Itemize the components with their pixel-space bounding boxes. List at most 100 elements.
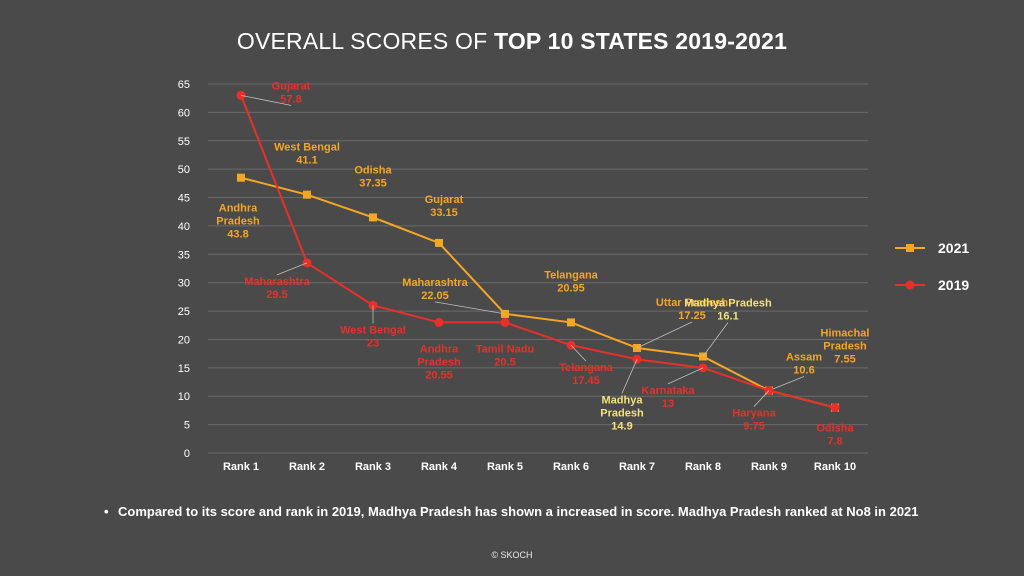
- legend-label: 2021: [938, 240, 969, 256]
- x-tick-label: Rank 8: [685, 461, 721, 473]
- label-leader-line: [434, 301, 506, 315]
- data-label: West Bengal: [340, 324, 406, 336]
- title-bold: TOP 10 STATES 2019-2021: [493, 28, 788, 54]
- data-label: Himachal: [821, 328, 870, 340]
- data-label: Andhra: [219, 203, 258, 215]
- label-leader-line: [276, 262, 308, 276]
- data-label: Pradesh: [600, 407, 644, 419]
- data-label: 7.55: [834, 354, 855, 366]
- x-tick-label: Rank 9: [751, 461, 787, 473]
- series-2021-point: [435, 238, 443, 247]
- label-leader-line: [667, 367, 704, 385]
- x-tick-label: Rank 4: [421, 461, 458, 473]
- x-tick-label: Rank 5: [487, 461, 523, 473]
- label-leader-line: [702, 322, 729, 357]
- data-label: 41.1: [296, 155, 317, 167]
- series-2021-point: [567, 318, 575, 327]
- data-label: 33.15: [430, 207, 458, 219]
- data-label: Madhya Pradesh: [684, 297, 772, 309]
- data-label: 17.45: [572, 375, 600, 387]
- y-tick-label: 65: [178, 79, 190, 91]
- label-leader-line: [753, 390, 770, 407]
- label-leader-line: [768, 376, 805, 391]
- data-label: 20.5: [494, 356, 515, 368]
- title-normal: OVERALL SCORES OF: [236, 28, 494, 54]
- y-tick-label: 35: [178, 249, 190, 261]
- data-label: 7.8: [827, 436, 842, 448]
- data-label: Tamil Nadu: [476, 343, 534, 355]
- x-tick-label: Rank 10: [814, 461, 856, 473]
- series-2021-line: [240, 176, 836, 409]
- data-label: 14.9: [611, 420, 632, 432]
- data-label: Odisha: [354, 164, 392, 176]
- data-label: 57.8: [280, 93, 301, 105]
- y-tick-label: 10: [178, 391, 190, 403]
- note-text: • Compared to its score and rank in 2019…: [104, 503, 948, 520]
- data-label: 10.6: [793, 365, 814, 377]
- data-label: 13: [662, 398, 674, 410]
- data-label: Gujarat: [272, 80, 311, 92]
- note-body: Compared to its score and rank in 2019, …: [118, 504, 919, 519]
- data-label: 43.8: [227, 229, 248, 241]
- data-label: Telangana: [544, 269, 598, 281]
- data-label: 20.95: [557, 282, 585, 294]
- x-tick-label: Rank 6: [553, 461, 589, 473]
- y-tick-label: 25: [178, 306, 190, 318]
- series-2019-point: [500, 317, 510, 327]
- data-label: Pradesh: [216, 216, 260, 228]
- y-tick-label: 40: [178, 221, 190, 233]
- data-label: Pradesh: [417, 356, 461, 368]
- data-label: 29.5: [266, 289, 287, 301]
- x-tick-label: Rank 2: [289, 461, 325, 473]
- y-tick-label: 15: [178, 363, 190, 375]
- y-tick-label: 5: [184, 420, 190, 432]
- series-2019-point: [434, 317, 444, 327]
- x-tick-label: Rank 3: [355, 461, 391, 473]
- chart-title: OVERALL SCORES OF TOP 10 STATES 2019-202…: [0, 28, 1024, 55]
- y-tick-label: 30: [178, 278, 190, 290]
- series-2021-point: [303, 190, 311, 199]
- copyright: © SKOCH: [491, 550, 533, 560]
- label-leader-line: [240, 94, 292, 106]
- y-tick-label: 55: [178, 136, 190, 148]
- data-label: 23: [367, 337, 379, 349]
- data-label: 20.55: [425, 369, 453, 381]
- data-label: 22.05: [421, 290, 449, 302]
- data-label: 16.1: [717, 310, 738, 322]
- series-2019-point: [830, 403, 840, 413]
- data-label: Madhya: [602, 394, 644, 406]
- data-label: Haryana: [732, 408, 776, 420]
- legend-swatch-marker: [905, 280, 915, 290]
- y-tick-label: 50: [178, 164, 190, 176]
- data-label: Karnataka: [641, 385, 695, 397]
- bullet-icon: •: [104, 504, 109, 519]
- label-leader-line: [636, 321, 693, 349]
- series-2019-line: [240, 94, 836, 409]
- x-tick-label: Rank 1: [223, 461, 259, 473]
- data-label: Pradesh: [823, 341, 867, 353]
- data-label: West Bengal: [274, 142, 340, 154]
- data-label: Maharashtra: [244, 276, 310, 288]
- data-label: Telangana: [559, 362, 613, 374]
- y-tick-label: 60: [178, 107, 190, 119]
- data-label: 9.75: [743, 421, 764, 433]
- legend-swatch-marker: [906, 244, 914, 252]
- label-leader-line: [621, 359, 638, 394]
- data-label: 37.35: [359, 177, 387, 189]
- data-label: Andhra: [420, 343, 459, 355]
- data-label: 17.25: [678, 310, 706, 322]
- label-leader-line: [570, 344, 587, 362]
- data-label: Gujarat: [425, 194, 464, 206]
- series-2021-point: [237, 173, 245, 182]
- legend-label: 2019: [938, 277, 969, 293]
- data-label: Uttar Pradesh: [656, 297, 728, 309]
- y-tick-label: 0: [184, 448, 190, 460]
- x-tick-label: Rank 7: [619, 461, 655, 473]
- data-label: Assam: [786, 352, 822, 364]
- y-tick-label: 45: [178, 193, 190, 205]
- series-2021-point: [369, 213, 377, 222]
- y-tick-label: 20: [178, 334, 190, 346]
- data-label: Maharashtra: [402, 277, 468, 289]
- data-label: Odisha: [816, 423, 854, 435]
